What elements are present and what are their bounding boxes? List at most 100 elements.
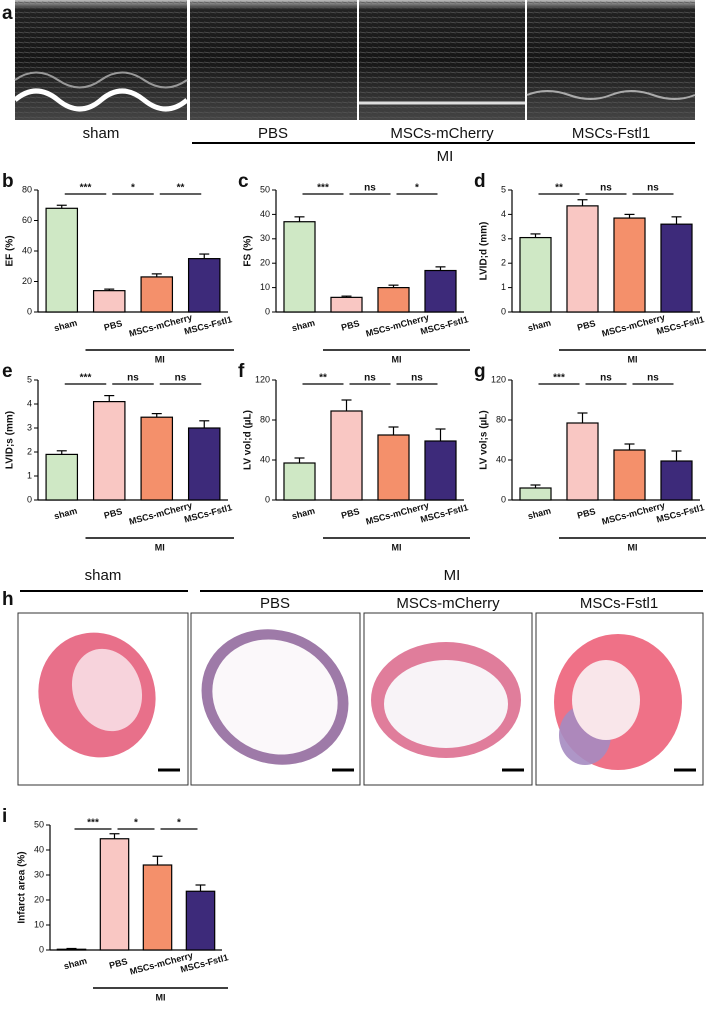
y-tick-label: 120 [255,374,270,384]
significance-label: ns [127,373,139,384]
y-tick-label: 4 [27,398,32,408]
y-tick-label: 1 [501,282,506,292]
x-tick-label: MSCs-mCherry [128,312,193,338]
bar [45,207,79,313]
y-axis-label: LVID;d (mm) [479,222,490,281]
image-label: MSCs-mCherry [396,595,500,612]
y-tick-label: 0 [265,306,270,316]
image-label: MSCs-Fstl1 [572,125,650,142]
x-tick-label: sham [63,956,88,972]
y-tick-label: 1 [27,470,32,480]
y-tick-label: 30 [34,869,44,879]
y-tick-label: 0 [501,306,506,316]
y-tick-label: 40 [260,209,270,219]
y-axis-label: Infarct area (%) [17,851,28,923]
group-label: MI [156,992,166,1002]
y-tick-label: 40 [496,454,506,464]
x-tick-label: PBS [108,956,128,970]
x-tick-label: sham [53,318,78,334]
x-tick-label: MSCs-mCherry [365,312,430,338]
significance-label: ns [364,373,376,384]
y-tick-label: 40 [34,844,44,854]
bar [330,296,363,313]
bar [283,462,316,501]
significance-label: *** [80,183,92,194]
bar [566,422,599,501]
x-tick-label: PBS [340,318,360,332]
x-tick-label: PBS [576,506,596,520]
bar [613,449,646,501]
significance-label: *** [317,183,329,194]
y-tick-label: 10 [34,919,44,929]
y-tick-label: 60 [22,215,32,225]
y-tick-label: 0 [501,494,506,504]
group-label: MI [155,542,165,552]
image-label: MSCs-mCherry [390,125,494,142]
panel-letter: i [2,806,7,827]
significance-label: ** [555,183,563,194]
y-tick-label: 80 [496,414,506,424]
y-tick-label: 5 [27,374,32,384]
significance-label: ns [364,183,376,194]
y-axis-label: LVID;s (mm) [5,411,16,469]
panel-letter: a [2,3,13,24]
significance-label: *** [80,373,92,384]
y-tick-label: 0 [27,494,32,504]
y-tick-label: 2 [501,258,506,268]
y-axis-label: FS (%) [243,235,254,266]
x-tick-label: sham [53,506,78,522]
significance-label: ns [600,183,612,194]
significance-label: ns [647,183,659,194]
y-tick-label: 10 [260,282,270,292]
image-label: MSCs-Fstl1 [580,595,658,612]
bar [185,890,216,951]
significance-label: ns [175,373,187,384]
x-tick-label: MSCs-mCherry [601,500,666,526]
y-tick-label: 5 [501,184,506,194]
panel-letter: h [2,589,14,610]
x-tick-label: PBS [576,318,596,332]
y-tick-label: 80 [260,414,270,424]
bar [99,838,130,951]
group-label: sham [85,567,122,584]
y-axis-label: EF (%) [5,235,16,266]
y-tick-label: 50 [260,184,270,194]
y-tick-label: 0 [265,494,270,504]
bar [92,401,126,501]
bar [56,948,87,951]
significance-label: ns [600,373,612,384]
y-axis-label: LV vol;d (µL) [243,410,254,470]
x-tick-label: PBS [103,506,123,520]
x-tick-label: sham [527,318,552,334]
significance-label: * [131,183,135,194]
y-tick-label: 2 [27,446,32,456]
significance-label: * [415,183,419,194]
x-tick-label: PBS [340,506,360,520]
panel-letter: f [238,361,245,382]
y-tick-label: 80 [22,184,32,194]
bar [660,460,693,501]
y-tick-label: 0 [39,944,44,954]
bar [187,427,221,501]
y-tick-label: 3 [501,233,506,243]
y-tick-label: 120 [491,374,506,384]
bar [187,258,221,313]
y-axis-label: LV vol;s (µL) [479,410,490,469]
image-label: PBS [260,595,290,612]
group-label: MI [155,354,165,364]
echo-images [13,0,696,120]
x-tick-label: sham [291,318,316,334]
y-tick-label: 4 [501,209,506,219]
image-label: PBS [258,125,288,142]
bar [142,864,173,951]
panel-letter: g [474,361,486,382]
bar [519,487,552,501]
y-tick-label: 40 [260,454,270,464]
panel-letter: b [2,171,14,192]
x-tick-label: MSCs-mCherry [128,500,193,526]
x-tick-label: MSCs-mCherry [365,500,430,526]
significance-label: ** [177,183,185,194]
bar [424,440,457,501]
x-tick-label: PBS [103,318,123,332]
bar [566,205,599,313]
